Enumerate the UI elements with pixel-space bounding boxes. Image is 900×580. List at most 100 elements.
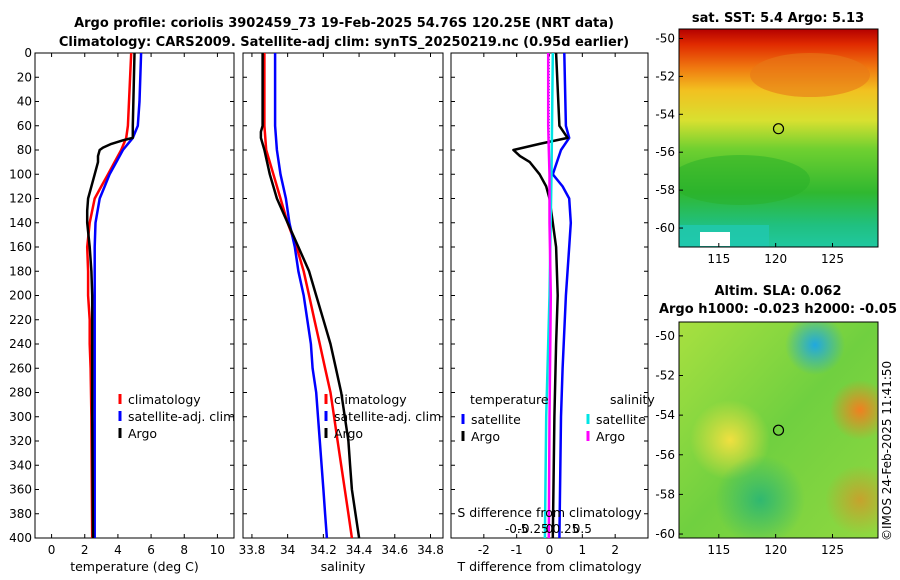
series-argo	[259, 53, 361, 539]
x-tick-label: 34.4	[346, 543, 373, 557]
sla-low-eddy	[785, 322, 845, 375]
map-x-tick-label: 125	[821, 252, 844, 266]
y-tick-label: 0	[24, 46, 32, 60]
s-diff-tick-label: 0	[546, 522, 554, 536]
legend-label: Argo	[471, 429, 500, 444]
legend-label: climatology	[334, 392, 407, 407]
map-x-tick-label: 115	[707, 252, 730, 266]
legend-label: climatology	[128, 392, 201, 407]
series-satellite-adj-clim	[273, 53, 329, 539]
sla_map-frame	[678, 321, 879, 539]
x-tick-label: 6	[147, 543, 155, 557]
map-y-tick-label: -52	[655, 369, 675, 383]
series-climatology	[85, 52, 133, 539]
x-tick-label: 0	[546, 543, 554, 557]
figure-title-line2: Climatology: CARS2009. Satellite-adj cli…	[59, 35, 629, 50]
x-tick-label: 0	[48, 543, 56, 557]
series-salinity-argo	[546, 53, 553, 539]
y-tick-label: 40	[17, 95, 32, 109]
temperature-axes: 0204060801001201401601802002202402602803…	[9, 46, 235, 574]
x-tick-label: 34	[280, 543, 295, 557]
map-x-tick-label: 115	[707, 543, 730, 557]
map-x-tick-label: 120	[764, 252, 787, 266]
legend-label: Argo	[596, 429, 625, 444]
map-x-tick-label: 120	[764, 543, 787, 557]
figure-title-line1: Argo profile: coriolis 3902459_73 19-Feb…	[74, 16, 614, 31]
y-tick-label: 60	[17, 119, 32, 133]
imos-watermark: ©IMOS 24-Feb-2025 11:41:50	[880, 361, 894, 541]
y-tick-label: 80	[17, 143, 32, 157]
map-y-tick-label: -60	[655, 527, 675, 541]
x-tick-label: 2	[611, 543, 619, 557]
map-y-tick-label: -58	[655, 487, 675, 501]
series-salinity-satellite	[543, 52, 555, 539]
map-y-tick-label: -54	[655, 107, 675, 121]
y-tick-label: 140	[9, 216, 32, 230]
map-y-tick-label: -52	[655, 69, 675, 83]
sla-map-title-line2: Argo h1000: -0.023 h2000: -0.05	[659, 302, 897, 317]
x-tick-label: 8	[180, 543, 188, 557]
sst-map: sat. SST: 5.4 Argo: 5.13 115 120 125 -50 -52…	[655, 11, 879, 266]
y-tick-label: 120	[9, 192, 32, 206]
map-y-tick-label: -60	[655, 221, 675, 235]
map-x-tick-label: 125	[821, 543, 844, 557]
map-y-tick-label: -50	[655, 329, 675, 343]
y-tick-label: 380	[9, 507, 32, 521]
x-tick-label: 2	[81, 543, 89, 557]
sla-map-title-line1: Altim. SLA: 0.062	[715, 284, 842, 299]
argo-position-marker	[772, 123, 785, 135]
y-tick-label: 240	[9, 337, 32, 351]
y-tick-label: 400	[9, 531, 32, 545]
series-temperature-satellite	[551, 52, 573, 539]
y-tick-label: 160	[9, 240, 32, 254]
x-axis-label: temperature (deg C)	[70, 559, 199, 574]
x-tick-label: -2	[478, 543, 490, 557]
legend-label: satellite	[471, 412, 521, 427]
x-tick-label: 10	[210, 543, 225, 557]
x-tick-label: 1	[579, 543, 587, 557]
sla-green-region	[715, 455, 805, 538]
x-tick-label: -1	[511, 543, 523, 557]
y-tick-label: 280	[9, 386, 32, 400]
series-argo	[85, 52, 136, 539]
y-tick-label: 220	[9, 313, 32, 327]
sst-cool-patch	[679, 155, 810, 205]
y-tick-label: 200	[9, 289, 32, 303]
series-satellite-adj-clim	[93, 52, 143, 538]
map-y-tick-label: -54	[655, 408, 675, 422]
argo-position-marker	[772, 424, 785, 436]
map-y-tick-label: -56	[655, 448, 675, 462]
y-tick-label: 260	[9, 361, 32, 375]
s-diff-tick-label: -0.25	[518, 522, 549, 536]
legend-label: satellite-adj. clim	[128, 409, 235, 424]
x-tick-label: 34.8	[417, 543, 444, 557]
x-axis-label: salinity	[321, 559, 366, 574]
s-diff-tick-label: 0.5	[573, 522, 592, 536]
salinity-axes: 33.8 34 34.2 34.4 34.6 34.8 salinity climatolog…	[239, 52, 444, 574]
y-tick-label: 360	[9, 483, 32, 497]
series-temperature-argo	[512, 52, 569, 539]
y-tick-label: 100	[9, 167, 32, 181]
legend-label: Argo	[334, 426, 363, 441]
sst_map-frame	[678, 28, 879, 248]
legend-label: satellite	[596, 412, 646, 427]
y-tick-label: 20	[17, 70, 32, 84]
difference-axes: -2 -1 0 1 2 T difference from climatology temp…	[450, 52, 655, 574]
x-tick-label: 4	[114, 543, 122, 557]
x-tick-label: 34.6	[381, 543, 408, 557]
legend-salinity-heading: salinity	[610, 392, 655, 407]
map-y-tick-label: -50	[655, 31, 675, 45]
sst-map-title: sat. SST: 5.4 Argo: 5.13	[692, 11, 864, 26]
sst-warm-patch	[750, 53, 870, 97]
temperature-frame	[34, 52, 235, 539]
legend-temperature-heading: temperature	[470, 392, 549, 407]
s-diff-axis-label: S difference from climatology	[457, 505, 642, 520]
legend-label: Argo	[128, 426, 157, 441]
y-tick-label: 300	[9, 410, 32, 424]
map-y-tick-label: -56	[655, 145, 675, 159]
s-diff-tick-label: 0.25	[553, 522, 580, 536]
sla-south-high	[825, 465, 878, 535]
s-diff-tick-label: -0.5	[505, 522, 528, 536]
sla-map: Altim. SLA: 0.062 Argo h1000: -0.023 h20…	[655, 284, 897, 557]
